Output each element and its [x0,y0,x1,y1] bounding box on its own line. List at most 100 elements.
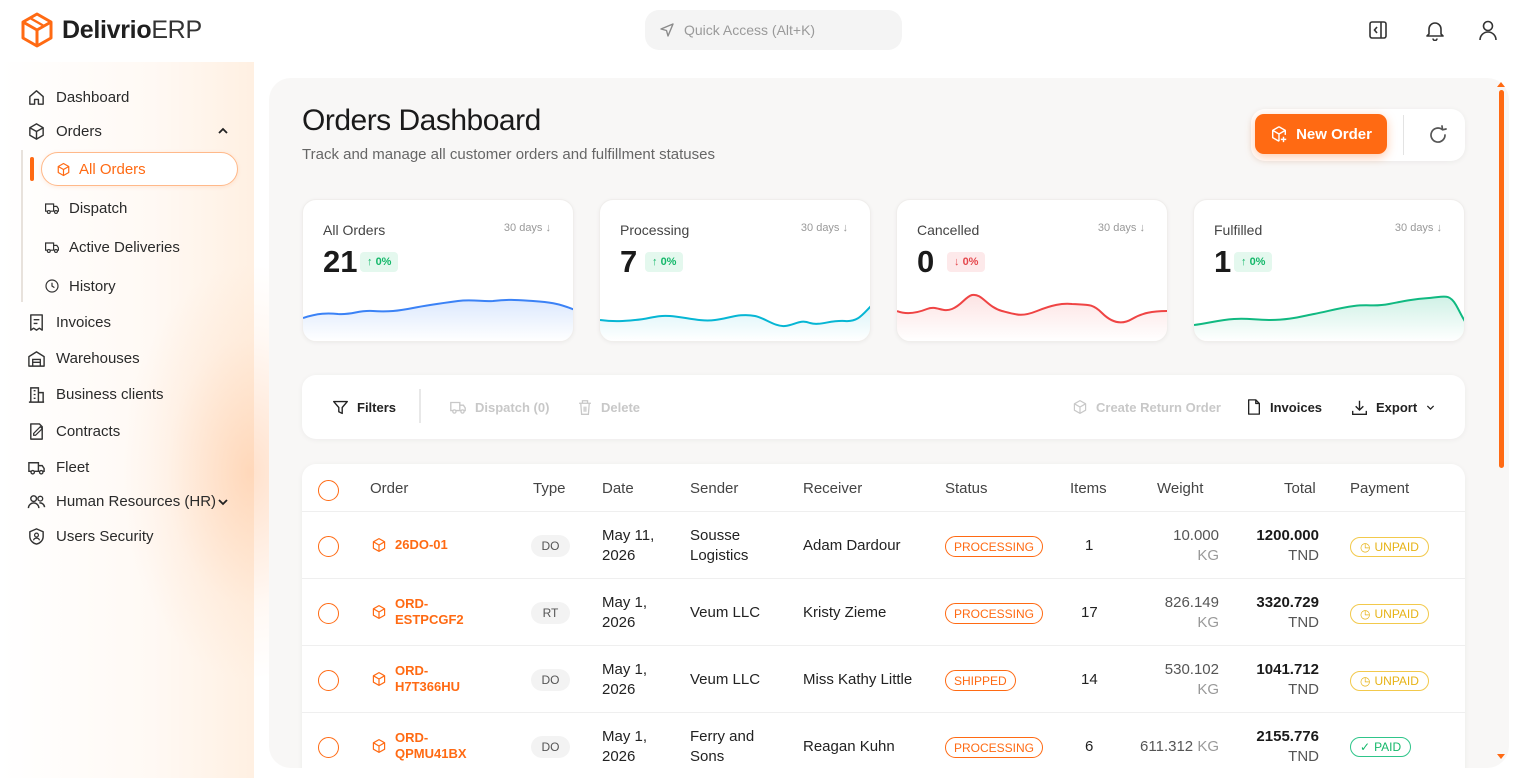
filters-button[interactable]: Filters [332,397,396,417]
app-logo[interactable]: DelivrioERP [20,12,202,48]
sidebar-item-warehouses[interactable]: Warehouses [26,346,140,370]
column-header-receiver[interactable]: Receiver [803,480,863,497]
box-icon [372,739,386,753]
total: 1200.000 TND [1237,526,1319,566]
row-divider [302,712,1465,713]
sender-line1: Veum LLC [690,604,761,621]
order-id[interactable]: 26DO-01 [395,537,448,553]
receiver: Kristy Zieme [803,604,887,621]
sidebar-subitem-history[interactable]: History [44,274,116,298]
stat-change-badge: ↑ 0% [360,252,399,272]
warehouse-icon [26,348,46,368]
stat-range[interactable]: 30 days ↓ [1098,222,1145,234]
arrow-up-icon: ↑ [367,256,376,268]
stat-change: 0% [375,256,392,268]
clock-icon [45,279,59,293]
contract-icon [26,421,46,441]
stat-range[interactable]: 30 days ↓ [1395,222,1442,234]
column-header-sender[interactable]: Sender [690,480,739,497]
arrow-up-icon: ↑ [652,256,661,268]
sender: Ferry and Sons [690,727,754,767]
sidebar-subitem-active-deliveries[interactable]: Active Deliveries [44,235,180,259]
column-header-status[interactable]: Status [945,480,988,497]
quick-access-search[interactable]: Quick Access (Alt+K) [645,10,902,50]
sidebar-subitem-dispatch[interactable]: Dispatch [44,196,127,220]
collapse-panel-icon[interactable] [1366,18,1390,42]
type-badge: DO [531,669,570,691]
stat-change: 0% [660,256,677,268]
sidebar-item-contracts[interactable]: Contracts [26,419,120,443]
order-id[interactable]: ORD- H7T366HU [395,663,460,695]
sidebar-item-label: Users Security [56,527,154,545]
order-id-line2: QPMU41BX [395,746,467,761]
arrow-down-icon: ↓ [842,222,849,234]
scroll-down-arrow-icon[interactable] [1497,754,1505,760]
weight: 611.312 KG [1132,737,1219,757]
column-header-payment[interactable]: Payment [1350,480,1410,497]
orders-table: Order Type Date Sender Receiver Status I… [302,464,1465,768]
sidebar-subitem-label: Dispatch [69,199,128,217]
column-header-total[interactable]: Total [1284,480,1316,497]
sidebar-item-orders[interactable]: Orders [26,119,102,143]
shield-user-icon [26,526,46,546]
column-header-order[interactable]: Order [370,480,409,497]
row-checkbox[interactable] [318,603,339,624]
column-header-items[interactable]: Items [1070,480,1107,497]
sidebar-item-users-security[interactable]: Users Security [26,524,154,548]
select-all-checkbox[interactable] [318,480,339,501]
active-indicator [30,157,34,181]
invoices-button[interactable]: Invoices [1246,397,1322,417]
stat-card-fulfilled[interactable]: Fulfilled 30 days ↓ 1 ↑ 0% [1193,199,1465,342]
stat-range[interactable]: 30 days ↓ [504,222,551,234]
order-id[interactable]: ORD- QPMU41BX [395,730,467,762]
stat-range[interactable]: 30 days ↓ [801,222,848,234]
building-icon [26,384,46,404]
scrollbar[interactable] [1497,82,1505,766]
row-checkbox[interactable] [318,536,339,557]
payment-badge: ◷ UNPAID [1350,671,1429,691]
scroll-up-arrow-icon[interactable] [1497,81,1505,87]
order-id[interactable]: ORD- ESTPCGF2 [395,596,464,628]
user-icon[interactable] [1476,18,1500,42]
sidebar-item-human-resources[interactable]: Human Resources (HR) [26,489,216,513]
weight: 530.102 KG [1147,660,1219,700]
bell-icon[interactable] [1423,18,1447,42]
stat-card-cancelled[interactable]: Cancelled 30 days ↓ 0 ↓ 0% [896,199,1168,342]
receiver: Adam Dardour [803,537,901,554]
delete-button[interactable]: Delete [577,397,640,417]
dispatch-label: Dispatch (0) [475,399,550,415]
total: 3320.729 TND [1237,593,1319,633]
status-badge: PROCESSING [945,603,1044,624]
order-date: May 11, 2026 [602,526,654,566]
sidebar-item-invoices[interactable]: Invoices [26,310,111,334]
sender-line1: Sousse [690,527,741,544]
sidebar-item-label: Invoices [56,313,112,331]
sender-line1: Veum LLC [690,671,761,688]
sidebar-item-fleet[interactable]: Fleet [26,455,89,479]
chevron-down-icon[interactable] [216,495,230,509]
sidebar-subitem-all-orders[interactable]: All Orders [41,152,238,186]
sidebar-item-business-clients[interactable]: Business clients [26,382,164,406]
export-button[interactable]: Export [1351,397,1436,417]
column-header-type[interactable]: Type [533,480,566,497]
total-value: 3320.729 [1256,594,1319,611]
sidebar-item-dashboard[interactable]: Dashboard [26,85,129,109]
column-header-date[interactable]: Date [602,480,634,497]
row-checkbox[interactable] [318,737,339,758]
sender: Veum LLC [690,670,760,690]
sidebar-item-label: Dashboard [56,88,130,106]
total-value: 1041.712 [1256,661,1319,678]
refresh-icon[interactable] [1426,123,1450,147]
row-checkbox[interactable] [318,670,339,691]
submenu-line [21,150,23,302]
chevron-up-icon[interactable] [216,124,230,138]
sidebar-item-label: Business clients [56,385,164,403]
create-return-order-button[interactable]: Create Return Order [1072,397,1221,417]
new-order-button[interactable]: New Order [1255,114,1387,154]
column-header-weight[interactable]: Weight [1157,480,1204,497]
dispatch-button[interactable]: Dispatch (0) [449,397,549,417]
scrollbar-thumb[interactable] [1499,90,1504,468]
delivery-truck-icon [45,242,59,253]
stat-card-processing[interactable]: Processing 30 days ↓ 7 ↑ 0% [599,199,871,342]
stat-card-all-orders[interactable]: All Orders 30 days ↓ 21 ↑ 0% [302,199,574,342]
